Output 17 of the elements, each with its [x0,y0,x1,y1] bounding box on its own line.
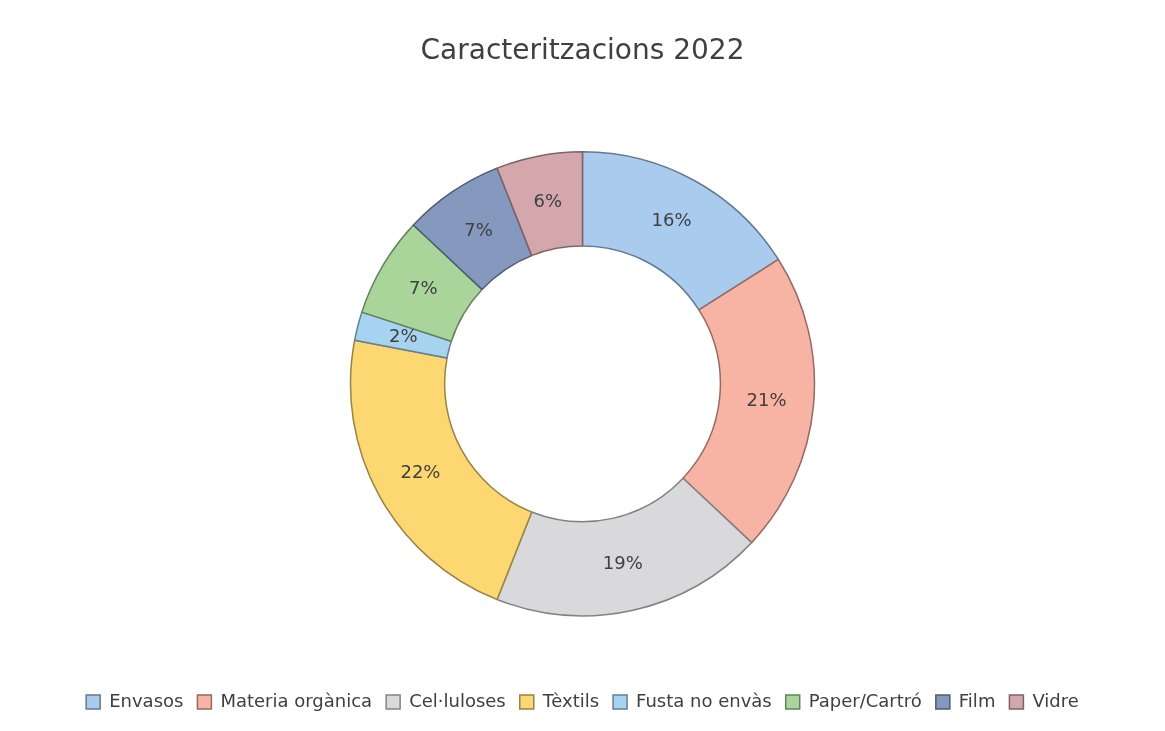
legend-label: Tèxtils [541,689,600,711]
legend-label: Paper/Cartró [808,689,922,711]
data-label: 21% [746,388,787,410]
legend-label: Vidre [1032,689,1079,711]
data-label: 16% [651,209,692,231]
data-label: 19% [602,551,643,573]
data-label: 7% [409,277,438,299]
data-label: 22% [400,460,441,482]
legend-label: Materia orgànica [220,689,373,711]
legend-label: Cel·luloses [409,689,506,711]
data-label: 6% [533,189,563,211]
chart-title: Caracteritzacions 2022 [420,33,745,67]
data-label: 2% [389,325,418,347]
legend-label: Fusta no envàs [636,689,772,711]
data-label: 7% [464,218,493,240]
legend-label: Film [958,689,996,711]
legend-label: Envasos [109,689,184,711]
